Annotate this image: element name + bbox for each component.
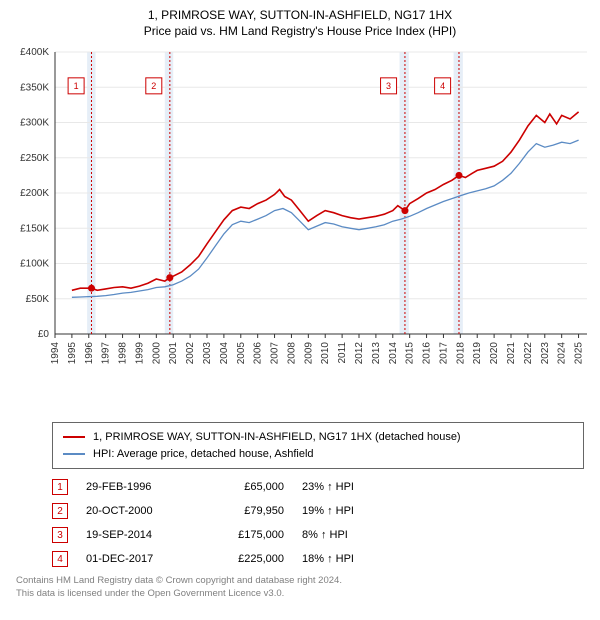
event-price: £79,950: [204, 505, 284, 517]
svg-text:£300K: £300K: [20, 118, 49, 129]
svg-text:£100K: £100K: [20, 259, 49, 270]
svg-text:2002: 2002: [185, 342, 196, 365]
event-diff: 19% ↑ HPI: [302, 505, 392, 517]
svg-text:2022: 2022: [523, 342, 534, 365]
svg-text:£350K: £350K: [20, 82, 49, 93]
svg-text:2004: 2004: [219, 342, 230, 365]
svg-text:2024: 2024: [557, 342, 568, 365]
svg-text:2008: 2008: [286, 342, 297, 365]
svg-text:1994: 1994: [50, 342, 61, 365]
svg-text:2000: 2000: [151, 342, 162, 365]
svg-text:£150K: £150K: [20, 223, 49, 234]
svg-text:4: 4: [440, 81, 445, 91]
svg-text:2006: 2006: [253, 342, 264, 365]
event-price: £175,000: [204, 529, 284, 541]
svg-text:2011: 2011: [337, 342, 348, 364]
svg-text:2018: 2018: [455, 342, 466, 365]
legend-item: HPI: Average price, detached house, Ashf…: [63, 446, 573, 463]
svg-text:1997: 1997: [101, 342, 112, 365]
event-date: 29-FEB-1996: [86, 481, 186, 493]
title-subtitle: Price paid vs. HM Land Registry's House …: [6, 24, 594, 38]
legend-swatch: [63, 436, 85, 438]
svg-text:2019: 2019: [472, 342, 483, 365]
legend: 1, PRIMROSE WAY, SUTTON-IN-ASHFIELD, NG1…: [52, 422, 584, 469]
footer: Contains HM Land Registry data © Crown c…: [16, 575, 584, 601]
chart-container: 1, PRIMROSE WAY, SUTTON-IN-ASHFIELD, NG1…: [0, 0, 600, 607]
event-row: 4 01-DEC-2017 £225,000 18% ↑ HPI: [52, 551, 584, 567]
svg-text:2001: 2001: [168, 342, 179, 365]
event-date: 19-SEP-2014: [86, 529, 186, 541]
svg-text:2021: 2021: [506, 342, 517, 365]
svg-text:£400K: £400K: [20, 47, 49, 58]
svg-text:3: 3: [386, 81, 391, 91]
svg-text:2013: 2013: [371, 342, 382, 365]
event-diff: 23% ↑ HPI: [302, 481, 392, 493]
event-diff: 18% ↑ HPI: [302, 553, 392, 565]
legend-label: HPI: Average price, detached house, Ashf…: [93, 446, 314, 463]
svg-text:2014: 2014: [388, 342, 399, 365]
event-row: 1 29-FEB-1996 £65,000 23% ↑ HPI: [52, 479, 584, 495]
svg-text:1: 1: [74, 81, 79, 91]
svg-text:1996: 1996: [84, 342, 95, 365]
svg-text:£250K: £250K: [20, 153, 49, 164]
event-price: £225,000: [204, 553, 284, 565]
event-marker: 3: [52, 527, 68, 543]
svg-text:2007: 2007: [270, 342, 281, 365]
legend-swatch: [63, 453, 85, 455]
svg-text:2023: 2023: [540, 342, 551, 365]
footer-line: Contains HM Land Registry data © Crown c…: [16, 575, 584, 588]
events-table: 1 29-FEB-1996 £65,000 23% ↑ HPI 2 20-OCT-2000…: [52, 479, 584, 567]
svg-text:2015: 2015: [405, 342, 416, 365]
event-row: 2 20-OCT-2000 £79,950 19% ↑ HPI: [52, 503, 584, 519]
event-date: 01-DEC-2017: [86, 553, 186, 565]
svg-text:2010: 2010: [320, 342, 331, 365]
svg-text:1998: 1998: [118, 342, 129, 365]
event-marker: 4: [52, 551, 68, 567]
footer-line: This data is licensed under the Open Gov…: [16, 588, 584, 601]
svg-text:£200K: £200K: [20, 188, 49, 199]
event-marker: 2: [52, 503, 68, 519]
event-marker: 1: [52, 479, 68, 495]
svg-text:1995: 1995: [67, 342, 78, 365]
svg-text:£50K: £50K: [26, 294, 50, 305]
svg-text:2020: 2020: [489, 342, 500, 365]
svg-text:£0: £0: [38, 329, 50, 340]
legend-label: 1, PRIMROSE WAY, SUTTON-IN-ASHFIELD, NG1…: [93, 429, 461, 446]
event-price: £65,000: [204, 481, 284, 493]
svg-text:2: 2: [151, 81, 156, 91]
svg-text:2012: 2012: [354, 342, 365, 365]
line-chart-svg: £0 £50K £100K £150K £200K £250K £300K £350K £400…: [7, 44, 593, 414]
svg-text:2016: 2016: [422, 342, 433, 365]
event-row: 3 19-SEP-2014 £175,000 8% ↑ HPI: [52, 527, 584, 543]
title-address: 1, PRIMROSE WAY, SUTTON-IN-ASHFIELD, NG1…: [6, 8, 594, 22]
event-diff: 8% ↑ HPI: [302, 529, 392, 541]
svg-text:2009: 2009: [303, 342, 314, 365]
svg-text:2017: 2017: [438, 342, 449, 365]
svg-text:2025: 2025: [574, 342, 585, 365]
svg-text:2005: 2005: [236, 342, 247, 365]
svg-text:2003: 2003: [202, 342, 213, 365]
svg-text:1999: 1999: [134, 342, 145, 365]
chart-area: £0 £50K £100K £150K £200K £250K £300K £350K £400…: [7, 44, 593, 414]
event-date: 20-OCT-2000: [86, 505, 186, 517]
legend-item: 1, PRIMROSE WAY, SUTTON-IN-ASHFIELD, NG1…: [63, 429, 573, 446]
title-block: 1, PRIMROSE WAY, SUTTON-IN-ASHFIELD, NG1…: [6, 8, 594, 38]
